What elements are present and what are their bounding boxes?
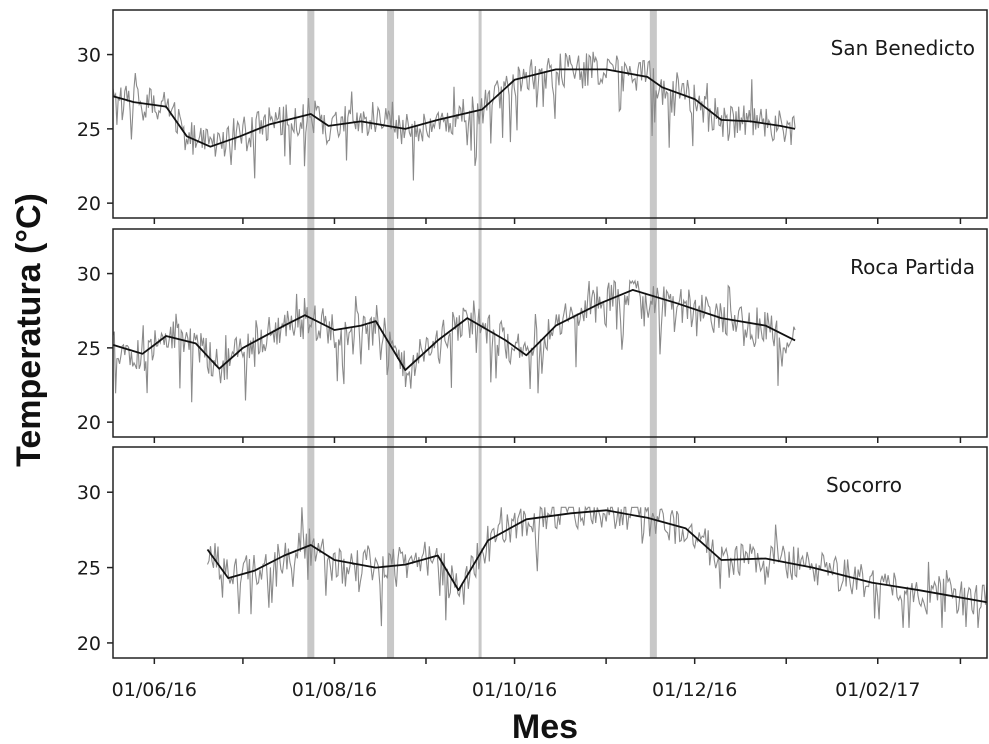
panel-title: San Benedicto xyxy=(831,36,975,60)
x-tick-label: 01/06/16 xyxy=(112,679,197,701)
panel-frame xyxy=(112,9,988,219)
y-tick-label: 20 xyxy=(77,193,101,215)
panel-1: 20 25 30 Roca Partida xyxy=(77,228,988,443)
x-axis: 01/06/16 01/08/16 01/10/16 01/12/16 01/02/17 xyxy=(112,679,921,701)
panel-frame xyxy=(112,228,988,438)
y-tick-label: 20 xyxy=(77,633,101,655)
vertical-band xyxy=(649,10,657,658)
y-tick-label: 20 xyxy=(77,412,101,434)
raw-series-line xyxy=(206,505,988,628)
smoothed-series-line xyxy=(112,68,796,148)
panel-0: 20 25 30 San Benedicto xyxy=(77,9,988,224)
x-axis-title: Mes xyxy=(512,708,578,744)
x-tick-label: 01/10/16 xyxy=(472,679,557,701)
smoothed-series-line xyxy=(206,509,988,604)
vertical-band xyxy=(478,10,482,658)
raw-series-line xyxy=(112,279,796,403)
y-tick-label: 25 xyxy=(77,338,101,360)
smoothed-series-line xyxy=(112,289,796,371)
panel-2: 20 25 30 Socorro xyxy=(77,446,988,664)
x-tick-label: 01/02/17 xyxy=(835,679,920,701)
raw-series-line xyxy=(112,51,796,181)
panel-title: Socorro xyxy=(826,473,902,497)
y-tick-label: 30 xyxy=(77,45,101,67)
x-tick-label: 01/08/16 xyxy=(292,679,377,701)
y-tick-label: 25 xyxy=(77,119,101,141)
x-tick-label: 01/12/16 xyxy=(652,679,737,701)
y-axis-title: Temperatura (°C) xyxy=(10,193,48,467)
y-tick-label: 30 xyxy=(77,264,101,286)
vertical-band xyxy=(307,10,315,658)
panel-frame xyxy=(112,446,988,659)
panel-title: Roca Partida xyxy=(850,255,975,279)
y-tick-label: 30 xyxy=(77,482,101,504)
y-tick-label: 25 xyxy=(77,558,101,580)
